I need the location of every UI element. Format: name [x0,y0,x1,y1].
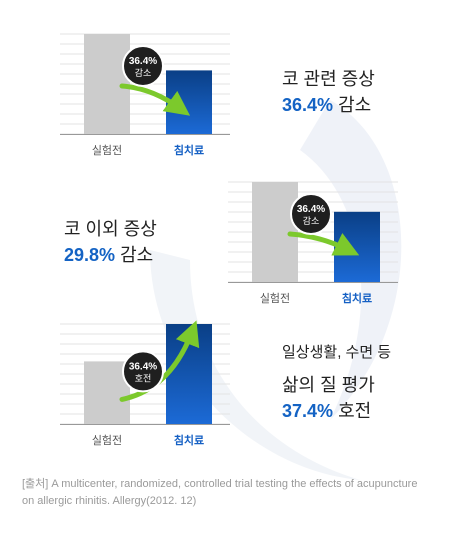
caption-title: 삶의 질 평가 [282,375,375,395]
badge-value: 36.4% [297,204,325,215]
trend-arrow [119,83,191,116]
caption-quality-of-life: 일상생활, 수면 등 삶의 질 평가 37.4% 호전 [282,340,391,424]
caption-nasal-symptoms: 코 관련 증상 36.4% 감소 [282,66,375,118]
category-label: 침치료 [174,433,204,447]
category-label: 침치료 [174,143,204,157]
caption-result: 37.4% 호전 [282,398,391,424]
badge-circle [290,193,332,235]
caption-percent: 36.4% [282,95,334,115]
caption-title: 코 관련 증상 [282,69,375,89]
caption-percent: 37.4% [282,401,334,421]
caption-subtitle: 일상생활, 수면 등 [282,344,392,361]
caption-non-nasal-symptoms: 코 이외 증상 29.8% 감소 [64,216,157,268]
badge-label: 감소 [135,67,152,78]
caption-word: 감소 [338,95,372,115]
caption-result: 29.8% 감소 [64,242,157,268]
category-label: 실험전 [92,144,122,157]
chart-non-nasal-symptoms: 실험전 침치료 36.4%감소 [228,181,398,305]
badge-label: 감소 [303,215,320,226]
badge-label: 호전 [135,373,152,383]
category-label: 침치료 [342,291,372,305]
badge-circle [122,350,164,393]
caption-word: 감소 [120,245,154,265]
source-citation: [출처] A multicenter, randomized, controll… [22,478,418,507]
caption-percent: 29.8% [64,245,116,265]
category-label: 실험전 [260,292,290,305]
chart-quality-of-life: 실험전 침치료 36.4%호전 [60,320,230,447]
chart-nasal-symptoms: 실험전 침치료 36.4%감소 [60,33,230,157]
caption-word: 호전 [338,401,372,421]
badge-value: 36.4% [129,56,157,67]
caption-title: 코 이외 증상 [64,219,157,239]
trend-arrow [287,231,360,256]
caption-result: 36.4% 감소 [282,92,375,118]
badge-circle [122,45,164,87]
badge-value: 36.4% [129,361,157,372]
category-label: 실험전 [92,434,122,447]
trend-arrow [119,320,200,402]
